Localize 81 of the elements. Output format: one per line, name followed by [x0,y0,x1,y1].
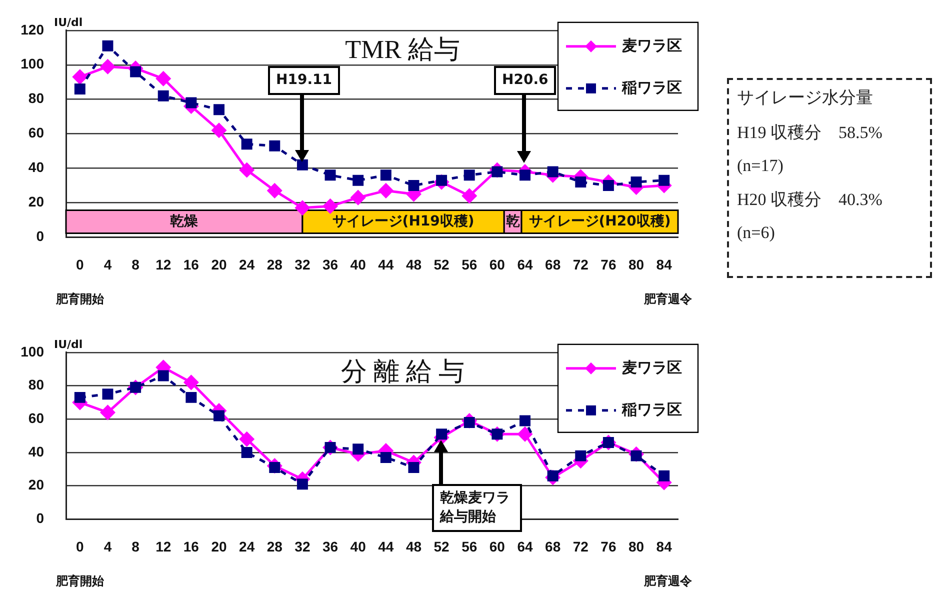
x-tick-label: 36 [322,256,338,272]
text: (n=17) [737,156,784,176]
x-tick-label: 40 [350,256,366,272]
x-tick-label: 84 [656,538,672,554]
x-tick-label: 16 [183,256,200,272]
x-tick-label: 68 [545,538,561,554]
y-tick-label: 100 [20,56,44,72]
x-tick-label: 20 [211,256,227,272]
legend-label: 稲ワラ区 [621,400,682,418]
x-tick-label: 44 [378,256,394,272]
x-axis-title: 肥育週令 [643,574,693,588]
x-tick-label: 12 [156,256,172,272]
x-tick-label: 64 [517,256,533,272]
x-tick-label: 68 [545,256,561,272]
y-tick-label: 60 [28,124,44,141]
text: サイレージ水分量 [737,87,874,109]
text: 肥育開始 [55,574,105,588]
x-tick-label: 56 [462,538,478,554]
x-tick-label: 0 [76,538,84,554]
x-tick-label: 8 [132,538,140,554]
x-tick-label: 52 [434,256,450,272]
x-tick-label: 64 [517,538,533,554]
x-tick-label: 28 [266,256,283,272]
x-tick-label: 36 [322,538,338,554]
legend-label: 麦ワラ区 [621,358,682,376]
x-tick-label: 48 [406,538,422,554]
y-tick-label: 20 [28,194,44,210]
x-tick-label: 20 [211,538,227,554]
x-tick-label: 40 [350,538,366,554]
chart-title: TMR 給与 [345,35,460,64]
x-tick-label: 16 [183,538,200,554]
x-tick-label: 72 [572,538,589,554]
x-tick-label: 76 [600,256,616,272]
x-tick-label: 28 [266,538,283,554]
legend-label: 麦ワラ区 [621,36,682,54]
y-tick-label: 0 [36,510,44,526]
x-tick-label: 44 [378,538,394,554]
y-tick-label: 100 [20,343,44,360]
x-tick-label: 24 [239,538,255,554]
x-tick-label: 52 [434,538,450,554]
x-tick-label: 80 [628,256,644,272]
text: H19 収穫分 58.5% [737,122,884,144]
x-tick-label: 72 [572,256,589,272]
y-tick-label: 20 [28,476,44,493]
text: H20 収穫分 40.3% [737,189,884,211]
x-tick-label: 8 [132,256,140,272]
annotation: 乾燥麦ワラ給与開始 [432,484,522,532]
x-tick-label: 4 [104,256,112,272]
x-axis-title: 肥育週令 [643,292,693,306]
y-tick-label: 0 [36,228,44,244]
x-tick-label: 56 [462,256,478,272]
x-tick-label: 60 [489,256,506,272]
x-tick-label: 48 [406,256,422,272]
annotation: H20.6 [494,66,556,95]
chart-title: 分 離 給 与 [340,357,464,386]
x-tick-label: 32 [294,538,310,554]
x-tick-label: 0 [76,256,84,272]
x-tick-label: 32 [294,256,310,272]
y-tick-label: 80 [28,90,44,106]
x-tick-label: 84 [656,256,672,272]
y-tick-label: 120 [20,21,44,38]
x-tick-label: 60 [489,538,506,554]
band-label: 乾 [506,213,520,230]
x-tick-label: 12 [156,538,172,554]
y-tick-label: 60 [28,410,44,426]
band-label: サイレージ(H19収穫) [332,213,474,230]
text: 肥育開始 [55,292,105,306]
y-axis-title: IU/dl [54,338,83,351]
y-tick-label: 40 [28,443,44,460]
y-axis-title: IU/dl [54,16,83,29]
y-tick-label: 80 [28,376,44,393]
x-tick-label: 76 [600,538,616,554]
x-tick-label: 24 [239,256,255,272]
y-tick-label: 40 [28,159,44,176]
text: (n=6) [737,223,776,243]
x-tick-label: 4 [104,538,112,554]
band-label: 乾燥 [170,213,198,230]
x-tick-label: 80 [628,538,644,554]
legend-label: 稲ワラ区 [621,78,682,96]
annotation: H19.11 [268,66,340,95]
band-label: サイレージ(H20収穫) [528,213,671,230]
